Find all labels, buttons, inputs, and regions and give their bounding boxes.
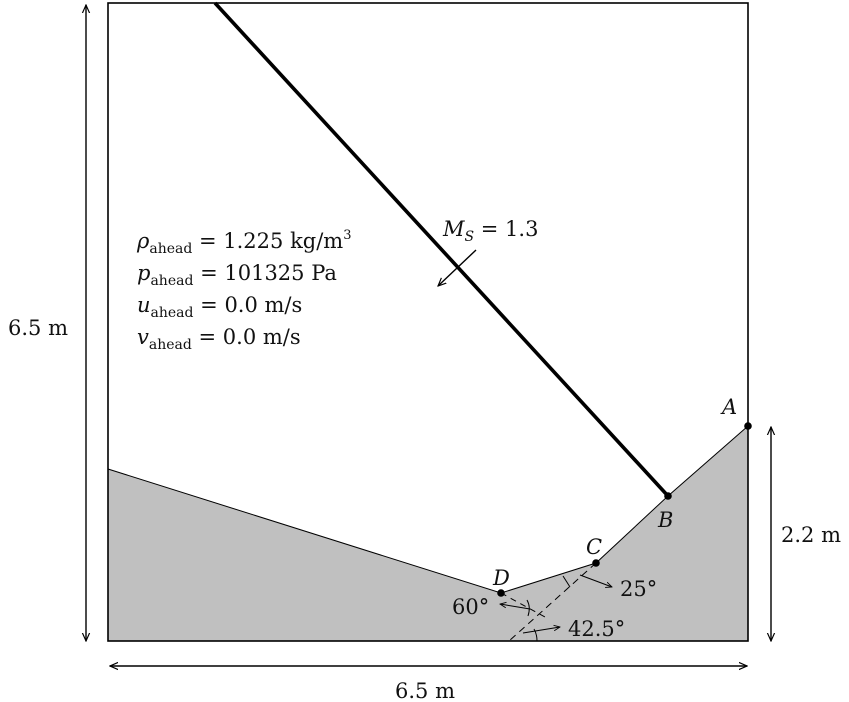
condition-density: ρahead = 1.225 kg/m3 [136,228,352,257]
point-c-label: C [586,535,602,559]
condition-v-velocity: vahead = 0.0 m/s [137,325,301,353]
angle-arrow-60 [500,604,531,610]
shock-mach-label: MS = 1.3 [442,217,538,245]
condition-u-velocity: uahead = 0.0 m/s [137,293,302,321]
step-height-label: 2.2 m [781,523,841,547]
dashed-line-c [508,562,597,642]
shock-direction-arrow [438,249,477,286]
point-d-label: D [492,566,510,590]
angle-arc-d [526,599,530,617]
angle-arc-c [562,575,571,588]
point-a-dot [744,422,752,430]
point-c-dot [592,559,600,567]
point-d-dot [497,589,505,597]
dashed-line-d [500,592,546,618]
height-label: 6.5 m [8,316,68,340]
point-a-label: A [720,395,737,419]
ahead-conditions: ρahead = 1.225 kg/m3 pahead = 101325 Pa … [136,228,352,353]
angle-60-label: 60° [452,595,489,619]
domain-boundary [107,2,749,642]
width-label: 6.5 m [395,679,455,702]
angle-42-label: 42.5° [568,617,625,641]
point-b-dot [664,492,672,500]
angle-25-label: 25° [620,577,657,601]
angle-arc-bottom [533,628,538,642]
condition-pressure: pahead = 101325 Pa [137,261,337,289]
angle-arrow-42 [522,627,560,634]
shock-line [213,1,670,498]
point-b-label: B [657,508,673,532]
angle-arrow-25 [579,574,612,587]
wall-region [108,426,748,641]
